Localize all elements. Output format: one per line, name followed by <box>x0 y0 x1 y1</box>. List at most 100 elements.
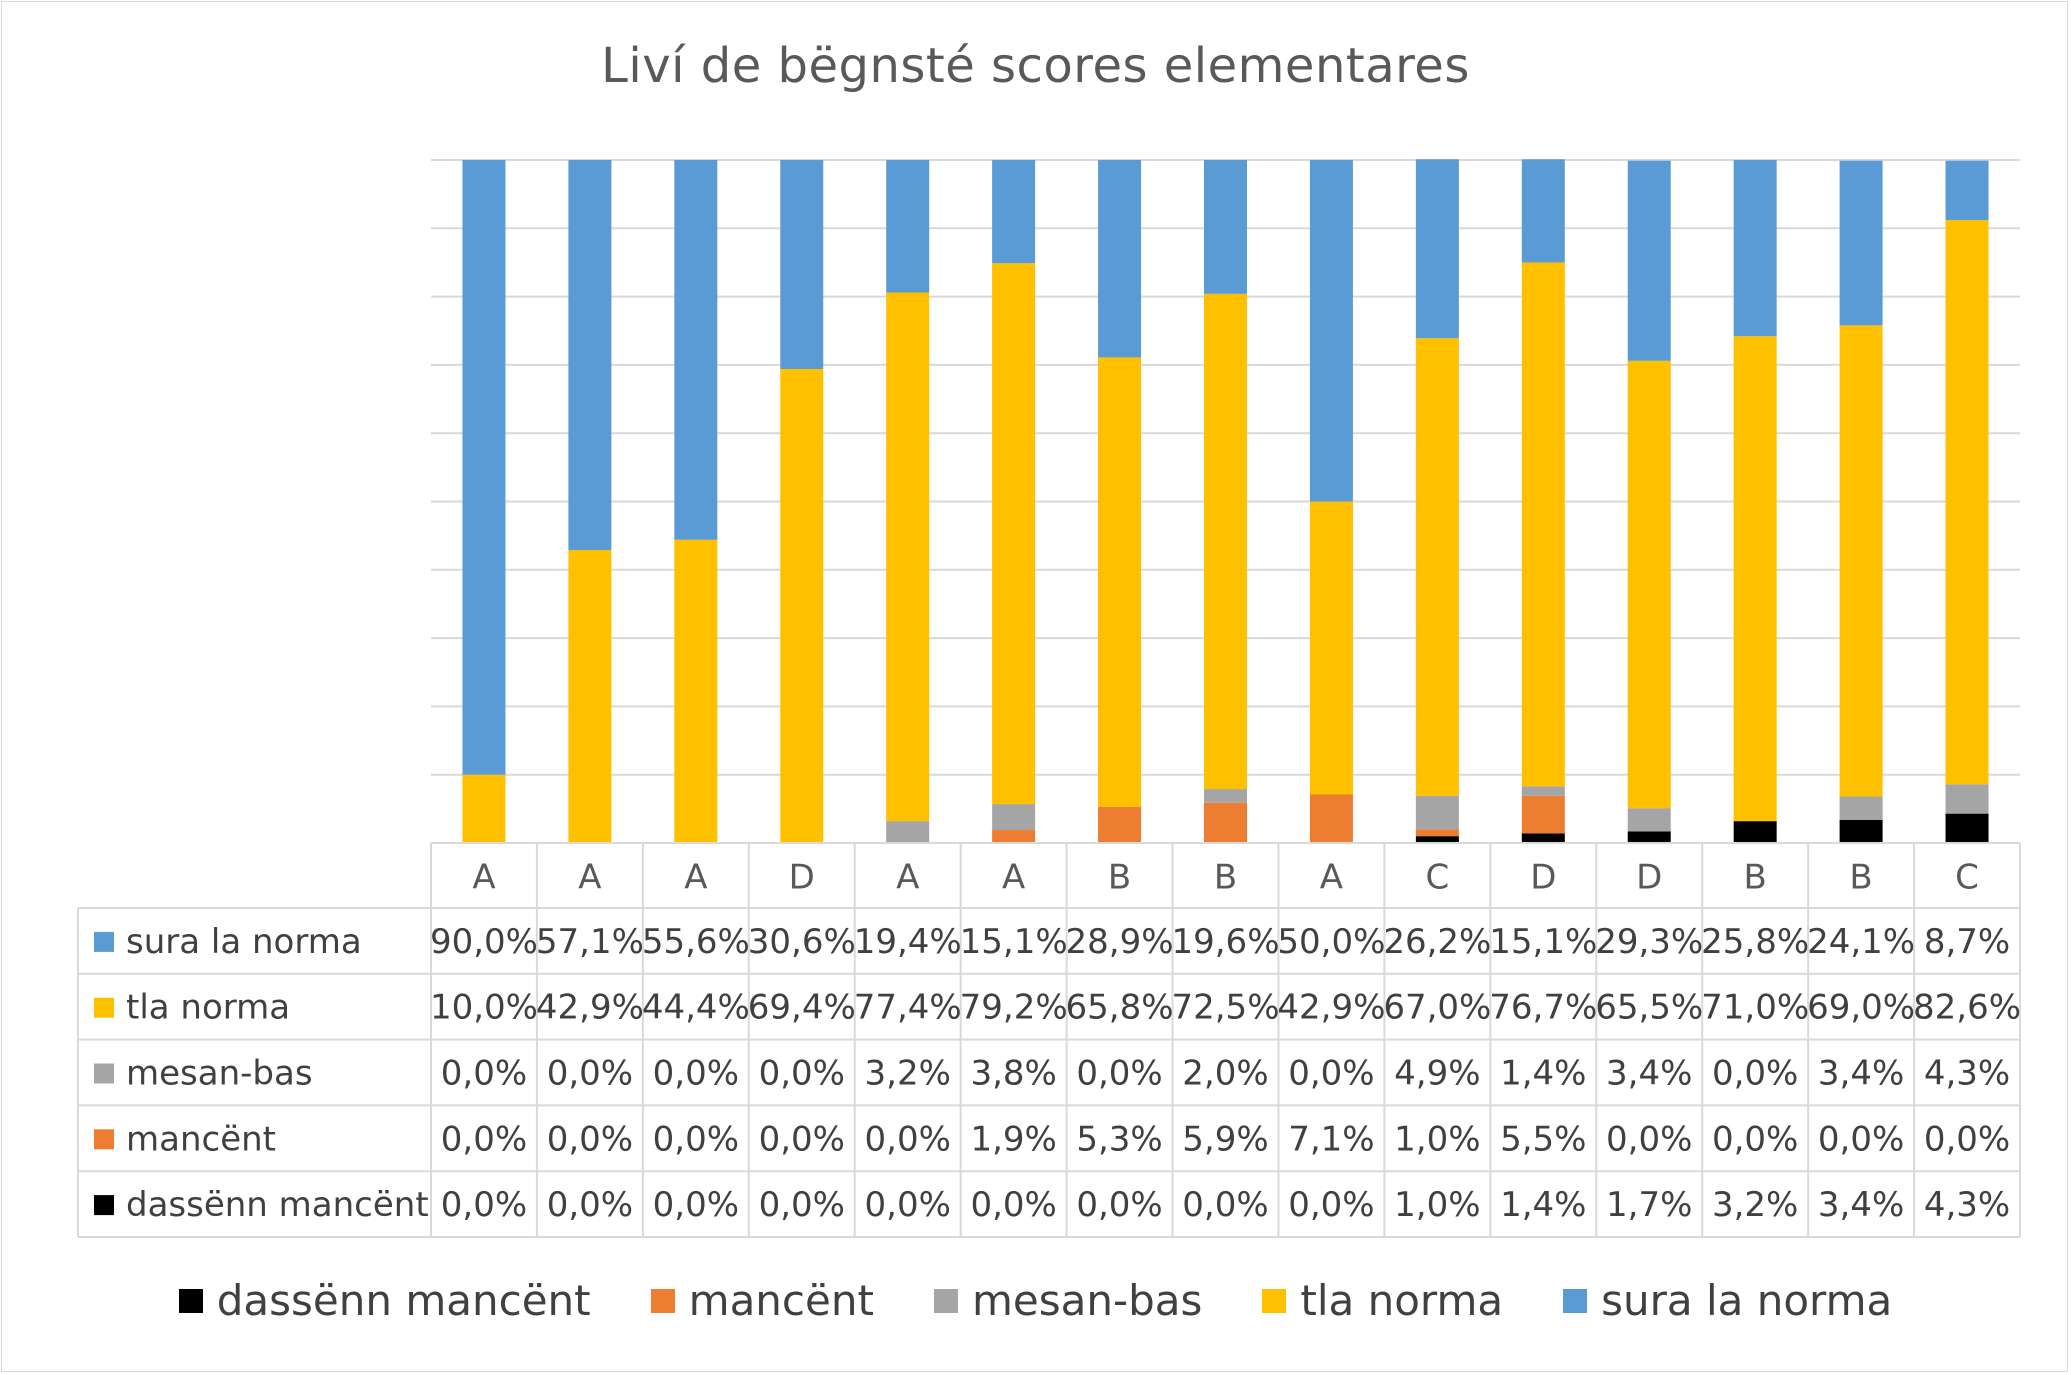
bar-segment <box>1415 836 1459 843</box>
table-legend-key <box>94 1063 114 1084</box>
table-cell-value: 0,0% <box>441 1054 527 1094</box>
table-cell-value: 0,0% <box>547 1185 633 1225</box>
legend-swatch <box>1262 1288 1287 1313</box>
table-cell-value: 1,9% <box>970 1119 1056 1159</box>
table-cell-value: 28,9% <box>1066 922 1174 962</box>
table-cell-value: 0,0% <box>1818 1119 1904 1159</box>
category-label: B <box>1849 858 1872 898</box>
table-cell-value: 55,6% <box>642 922 750 962</box>
table-cell-value: 42,9% <box>536 988 644 1028</box>
table-cell-value: 26,2% <box>1383 922 1491 962</box>
bar-segment <box>886 292 930 822</box>
table-cell-value: 15,1% <box>960 922 1068 962</box>
bar-segment <box>1521 833 1565 843</box>
table-cell-value: 8,7% <box>1924 922 2010 962</box>
category-label: D <box>789 858 815 898</box>
table-cell-value: 7,1% <box>1288 1119 1374 1159</box>
table-cell-value: 71,0% <box>1701 988 1809 1028</box>
table-row-label: sura la norma <box>126 922 362 962</box>
bar-segment <box>1098 160 1142 358</box>
table-cell-value: 5,9% <box>1182 1119 1268 1159</box>
table-cell-value: 0,0% <box>441 1119 527 1159</box>
category-label: A <box>472 858 495 898</box>
table-cell-value: 76,7% <box>1489 988 1597 1028</box>
category-label: C <box>1955 858 1979 898</box>
table-cell-value: 3,4% <box>1606 1054 1692 1094</box>
table-cell-value: 3,2% <box>1712 1185 1798 1225</box>
bar-segment <box>1521 159 1565 263</box>
table-cell-value: 4,9% <box>1394 1054 1480 1094</box>
table-row-label: tla norma <box>126 988 290 1028</box>
table-cell-value: 0,0% <box>759 1119 845 1159</box>
bar-segment <box>1204 802 1247 843</box>
table-row-label: mancënt <box>126 1119 276 1159</box>
table-cell-value: 3,4% <box>1818 1054 1904 1094</box>
legend: dassënn mancënt mancënt mesan-bas tla norma… <box>0 1276 2071 1325</box>
table-cell-value: 0,0% <box>1076 1054 1162 1094</box>
bar-segment <box>674 160 718 540</box>
table-cell-value: 1,0% <box>1394 1185 1480 1225</box>
table-cell-value: 0,0% <box>653 1054 739 1094</box>
table-cell-value: 1,0% <box>1394 1119 1480 1159</box>
bar-segment <box>1309 794 1353 843</box>
bar-segment <box>1945 160 1989 221</box>
bar-segment <box>568 160 612 550</box>
bar-segment <box>1521 786 1565 796</box>
bar-segment <box>1945 220 1989 785</box>
bar-segment <box>780 368 824 843</box>
bar-segment <box>568 549 612 843</box>
legend-label: dassënn mancënt <box>216 1276 591 1325</box>
table-legend-key <box>94 997 114 1018</box>
table-cell-value: 69,4% <box>748 988 856 1028</box>
table-cell-value: 3,8% <box>970 1054 1056 1094</box>
bar-segment <box>1627 831 1671 843</box>
table-cell-value: 1,4% <box>1500 1185 1586 1225</box>
table-cell-value: 82,6% <box>1913 988 2021 1028</box>
category-label: A <box>1002 858 1025 898</box>
legend-swatch <box>178 1288 203 1313</box>
table-cell-value: 77,4% <box>854 988 962 1028</box>
table-cell-value: 0,0% <box>1076 1185 1162 1225</box>
bar-segment <box>1415 795 1459 830</box>
table-cell-value: 57,1% <box>536 922 644 962</box>
table-cell-value: 3,4% <box>1818 1185 1904 1225</box>
table-cell-value: 19,6% <box>1171 922 1279 962</box>
bar-segment <box>462 160 506 775</box>
legend-item: tla norma <box>1262 1276 1503 1325</box>
bar-segment <box>1839 819 1883 843</box>
bar-segment <box>1521 262 1565 787</box>
table-cell-value: 0,0% <box>865 1119 951 1159</box>
bar-segment <box>1627 160 1671 361</box>
bar-segment <box>1204 789 1247 803</box>
bar-segment <box>1733 160 1777 337</box>
table-cell-value: 25,8% <box>1701 922 1809 962</box>
legend-label: tla norma <box>1300 1276 1504 1325</box>
bar-segment <box>1945 784 1989 814</box>
category-label: A <box>684 858 707 898</box>
bar-segment <box>1733 821 1777 843</box>
bar-segment <box>1415 829 1459 837</box>
table-cell-value: 24,1% <box>1807 922 1915 962</box>
table-cell-value: 0,0% <box>1182 1185 1268 1225</box>
table-cell-value: 0,0% <box>759 1185 845 1225</box>
bar-segment <box>1733 336 1777 822</box>
bar-segment <box>1521 795 1565 834</box>
table-cell-value: 1,4% <box>1500 1054 1586 1094</box>
table-cell-value: 0,0% <box>1712 1054 1798 1094</box>
category-label: A <box>896 858 919 898</box>
table-cell-value: 42,9% <box>1277 988 1385 1028</box>
table-cell-value: 0,0% <box>1606 1119 1692 1159</box>
bar-segment <box>992 263 1036 805</box>
category-label: B <box>1108 858 1131 898</box>
table-cell-value: 4,3% <box>1924 1054 2010 1094</box>
table-cell-value: 90,0% <box>430 922 538 962</box>
bar-segment <box>992 160 1036 264</box>
legend-item: mancënt <box>650 1276 874 1325</box>
category-label: B <box>1744 858 1767 898</box>
table-legend-key <box>94 1129 114 1150</box>
table-cell-value: 50,0% <box>1277 922 1385 962</box>
table-cell-value: 0,0% <box>547 1054 633 1094</box>
table-cell-value: 0,0% <box>547 1119 633 1159</box>
table-cell-value: 0,0% <box>759 1054 845 1094</box>
legend-label: sura la norma <box>1601 1276 1893 1325</box>
